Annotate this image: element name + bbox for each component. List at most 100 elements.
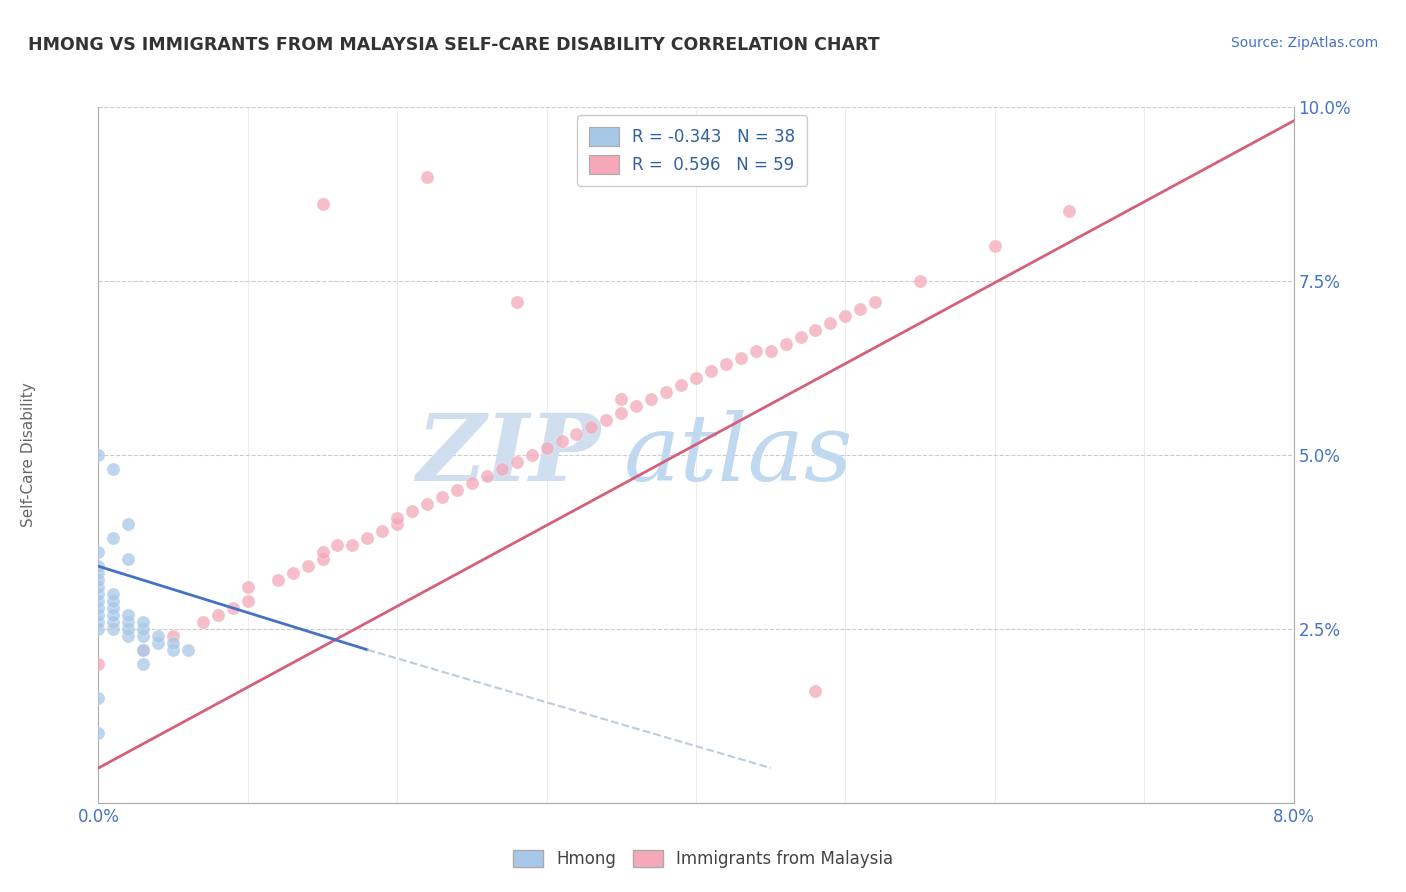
Point [177, 642, 200, 657]
Point [506, 455, 529, 469]
Point [595, 413, 617, 427]
Point [983, 239, 1005, 253]
Point [132, 642, 155, 657]
Point [342, 538, 364, 552]
Point [87, 566, 110, 581]
Point [132, 622, 155, 636]
Point [385, 510, 409, 524]
Point [103, 594, 125, 608]
Point [162, 629, 184, 643]
Point [820, 316, 842, 330]
Point [834, 309, 856, 323]
Point [610, 406, 633, 420]
Point [908, 274, 931, 288]
Point [610, 392, 633, 407]
Point [117, 622, 139, 636]
Point [103, 587, 125, 601]
Point [236, 594, 259, 608]
Point [87, 691, 110, 706]
Point [804, 684, 827, 698]
Point [730, 351, 752, 365]
Point [148, 636, 170, 650]
Text: HMONG VS IMMIGRANTS FROM MALAYSIA SELF-CARE DISABILITY CORRELATION CHART: HMONG VS IMMIGRANTS FROM MALAYSIA SELF-C… [28, 36, 880, 54]
Point [132, 657, 155, 671]
Point [117, 517, 139, 532]
Point [132, 629, 155, 643]
Point [132, 615, 155, 629]
Point [640, 392, 662, 407]
Point [416, 169, 439, 184]
Point [491, 462, 513, 476]
Point [87, 726, 110, 740]
Point [117, 607, 139, 622]
Point [103, 615, 125, 629]
Point [416, 497, 439, 511]
Point [132, 642, 155, 657]
Point [162, 636, 184, 650]
Point [103, 532, 125, 546]
Legend: Hmong, Immigrants from Malaysia: Hmong, Immigrants from Malaysia [506, 843, 900, 875]
Point [117, 552, 139, 566]
Point [863, 294, 886, 309]
Point [103, 607, 125, 622]
Point [311, 545, 333, 559]
Text: atlas: atlas [624, 410, 853, 500]
Point [87, 448, 110, 462]
Point [581, 420, 603, 434]
Point [655, 385, 678, 400]
Legend: R = -0.343   N = 38, R =  0.596   N = 59: R = -0.343 N = 38, R = 0.596 N = 59 [578, 115, 807, 186]
Point [775, 336, 797, 351]
Point [87, 559, 110, 574]
Point [267, 573, 290, 587]
Point [461, 475, 484, 490]
Point [87, 594, 110, 608]
Point [222, 601, 245, 615]
Point [148, 629, 170, 643]
Point [745, 343, 768, 358]
Point [117, 615, 139, 629]
Point [520, 448, 543, 462]
Point [87, 601, 110, 615]
Point [87, 607, 110, 622]
Point [103, 601, 125, 615]
Point [207, 607, 229, 622]
Point [789, 329, 811, 343]
Point [804, 323, 827, 337]
Point [103, 462, 125, 476]
Point [311, 197, 333, 211]
Point [87, 587, 110, 601]
Point [87, 580, 110, 594]
Point [714, 358, 737, 372]
Point [759, 343, 782, 358]
Point [536, 441, 558, 455]
Point [281, 566, 304, 581]
Point [446, 483, 468, 497]
Point [371, 524, 394, 539]
Point [624, 399, 647, 413]
Point [385, 517, 409, 532]
Text: Source: ZipAtlas.com: Source: ZipAtlas.com [1230, 36, 1378, 50]
Point [506, 294, 529, 309]
Point [311, 552, 333, 566]
Point [236, 580, 259, 594]
Point [297, 559, 319, 574]
Point [87, 615, 110, 629]
Point [669, 378, 692, 392]
Point [356, 532, 378, 546]
Point [87, 573, 110, 587]
Point [191, 615, 214, 629]
Point [685, 371, 707, 385]
Point [87, 545, 110, 559]
Point [162, 642, 184, 657]
Point [117, 629, 139, 643]
Point [430, 490, 453, 504]
Point [103, 622, 125, 636]
Point [401, 503, 423, 517]
Point [550, 434, 572, 448]
Point [326, 538, 349, 552]
Point [87, 657, 110, 671]
Point [475, 468, 498, 483]
Y-axis label: Self-Care Disability: Self-Care Disability [21, 383, 37, 527]
Point [565, 427, 588, 442]
Text: ZIP: ZIP [416, 410, 600, 500]
